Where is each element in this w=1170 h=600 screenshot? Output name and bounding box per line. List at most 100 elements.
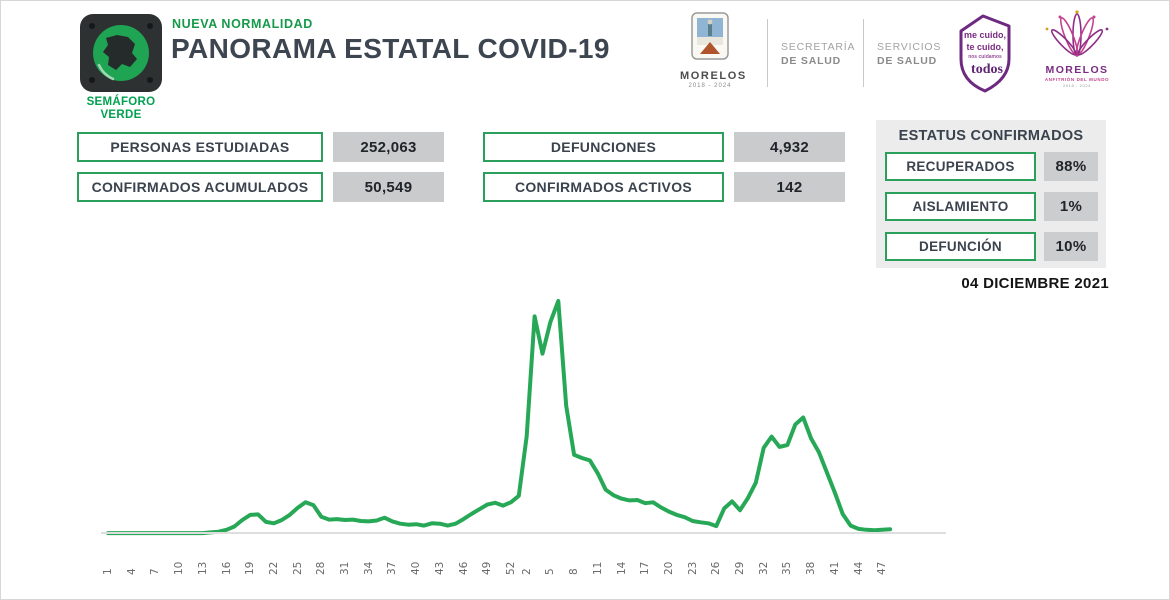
x-tick-label: 47 [876, 561, 889, 575]
x-tick-label: 44 [852, 561, 865, 575]
me-cuido-shield-icon: me cuido, te cuido, nos cuidamos todos [959, 14, 1011, 93]
shield-line3: nos cuidamos [968, 54, 1002, 60]
x-tick-week-11: 11 [590, 541, 606, 575]
x-tick-week-46: 46 [456, 541, 472, 575]
x-tick-label: 26 [710, 561, 723, 575]
agave-flower-icon [1045, 10, 1109, 57]
x-tick-week-31: 31 [337, 541, 353, 575]
x-tick-week-22: 22 [266, 541, 282, 575]
x-tick-week-13: 13 [195, 541, 211, 575]
x-tick-label: 31 [339, 561, 351, 575]
status-value-aislamiento: 1% [1044, 192, 1098, 221]
stat-label-confirmados-activos: CONFIRMADOS ACTIVOS [483, 172, 724, 202]
stat-value-personas-estudiadas: 252,063 [333, 132, 444, 162]
shield-line2: te cuido, [966, 42, 1003, 52]
x-tick-week-26: 26 [708, 541, 724, 575]
x-tick-week-34: 34 [361, 541, 377, 575]
x-tick-label: 10 [173, 561, 186, 575]
coat-of-arms-years: 2018 - 2024 [688, 83, 732, 89]
secretaria-line1: SECRETARÍA [781, 41, 856, 53]
x-tick-week-29: 29 [732, 541, 748, 575]
stat-value-defunciones: 4,932 [734, 132, 845, 162]
x-tick-week-40: 40 [408, 541, 424, 575]
servicios-line2: DE SALUD [877, 55, 938, 67]
x-tick-week-1: 1 [100, 541, 116, 575]
stat-label-personas-estudiadas: PERSONAS ESTUDIADAS [77, 132, 323, 162]
brand-tagline: ANFITRIÓN DEL MUNDO [1044, 77, 1110, 82]
shield-line1: me cuido, [964, 30, 1006, 40]
x-tick-week-5: 5 [542, 541, 558, 575]
x-tick-week-32: 32 [756, 541, 772, 575]
x-tick-week-47: 47 [874, 541, 890, 575]
x-axis-line [101, 532, 946, 534]
shield-line4: todos [971, 62, 1003, 77]
x-tick-label: 34 [362, 561, 375, 575]
x-tick-week-2: 2 [519, 541, 535, 575]
morelos-brand-logo: MORELOS ANFITRIÓN DEL MUNDO 2018 - 2024 [1035, 9, 1119, 88]
x-tick-label: 11 [591, 561, 604, 575]
status-label-recuperados: RECUPERADOS [885, 152, 1036, 181]
status-label-aislamiento: AISLAMIENTO [885, 192, 1036, 221]
x-tick-week-35: 35 [779, 541, 795, 575]
stat-label-confirmados-acumulados: CONFIRMADOS ACUMULADOS [77, 172, 323, 202]
x-tick-week-52: 52 [503, 541, 519, 575]
x-tick-label: 35 [781, 561, 794, 575]
x-tick-label: 20 [662, 561, 675, 575]
x-tick-week-8: 8 [566, 541, 582, 575]
x-tick-label: 28 [315, 561, 328, 575]
x-tick-label: 1 [102, 568, 114, 575]
x-tick-week-7: 7 [147, 541, 163, 575]
x-tick-label: 22 [267, 561, 280, 575]
kicker: NUEVA NORMALIDAD [172, 17, 313, 31]
divider [767, 19, 768, 87]
brand-name: MORELOS [1045, 64, 1109, 76]
x-tick-label: 8 [568, 568, 581, 575]
report-date: 04 DICIEMBRE 2021 [961, 275, 1109, 292]
x-tick-week-41: 41 [827, 541, 843, 575]
x-tick-week-19: 19 [242, 541, 258, 575]
servicios-de-salud-logo: SERVICIOS DE SALUD [877, 41, 957, 67]
brand-years: 2018 - 2024 [1063, 83, 1091, 88]
x-tick-label: 52 [504, 561, 517, 575]
x-tick-week-14: 14 [614, 541, 630, 575]
x-tick-label: 49 [481, 561, 494, 575]
status-label-defuncion: DEFUNCIÓN [885, 232, 1036, 261]
x-tick-label: 41 [828, 561, 841, 575]
x-tick-week-37: 37 [384, 541, 400, 575]
x-tick-label: 23 [686, 561, 699, 575]
semaforo-label-line2: VERDE [100, 109, 142, 121]
x-tick-label: 16 [220, 561, 233, 575]
stat-value-confirmados-acumulados: 50,549 [333, 172, 444, 202]
coat-of-arms-name: MORELOS [680, 70, 747, 82]
weekly-cases-line-chart [106, 299, 893, 536]
x-tick-label: 29 [734, 561, 746, 575]
x-tick-label: 40 [410, 561, 423, 575]
x-tick-label: 43 [433, 561, 446, 575]
x-tick-label: 17 [639, 561, 652, 575]
x-tick-label: 7 [149, 568, 162, 575]
x-tick-label: 2 [520, 568, 533, 575]
x-tick-week-16: 16 [219, 541, 235, 575]
x-tick-week-20: 20 [661, 541, 677, 575]
page-title: PANORAMA ESTATAL COVID-19 [171, 33, 610, 64]
stat-label-defunciones: DEFUNCIONES [483, 132, 724, 162]
x-tick-label: 25 [291, 561, 304, 575]
x-tick-label: 19 [244, 561, 257, 575]
secretaria-line2: DE SALUD [781, 55, 842, 67]
x-tick-label: 14 [615, 561, 628, 575]
coat-of-arms-icon [691, 12, 729, 60]
divider [863, 19, 864, 87]
x-tick-week-23: 23 [685, 541, 701, 575]
x-tick-week-25: 25 [290, 541, 306, 575]
x-tick-label: 46 [457, 561, 470, 575]
x-tick-week-43: 43 [432, 541, 448, 575]
x-tick-week-44: 44 [851, 541, 867, 575]
cases-line-series [106, 299, 893, 536]
x-tick-label: 37 [386, 561, 399, 575]
x-tick-week-10: 10 [171, 541, 187, 575]
x-tick-label: 13 [196, 561, 209, 575]
x-tick-label: 5 [544, 568, 557, 575]
morelos-coat-of-arms: MORELOS 2018 - 2024 [680, 11, 747, 89]
x-tick-week-17: 17 [637, 541, 653, 575]
